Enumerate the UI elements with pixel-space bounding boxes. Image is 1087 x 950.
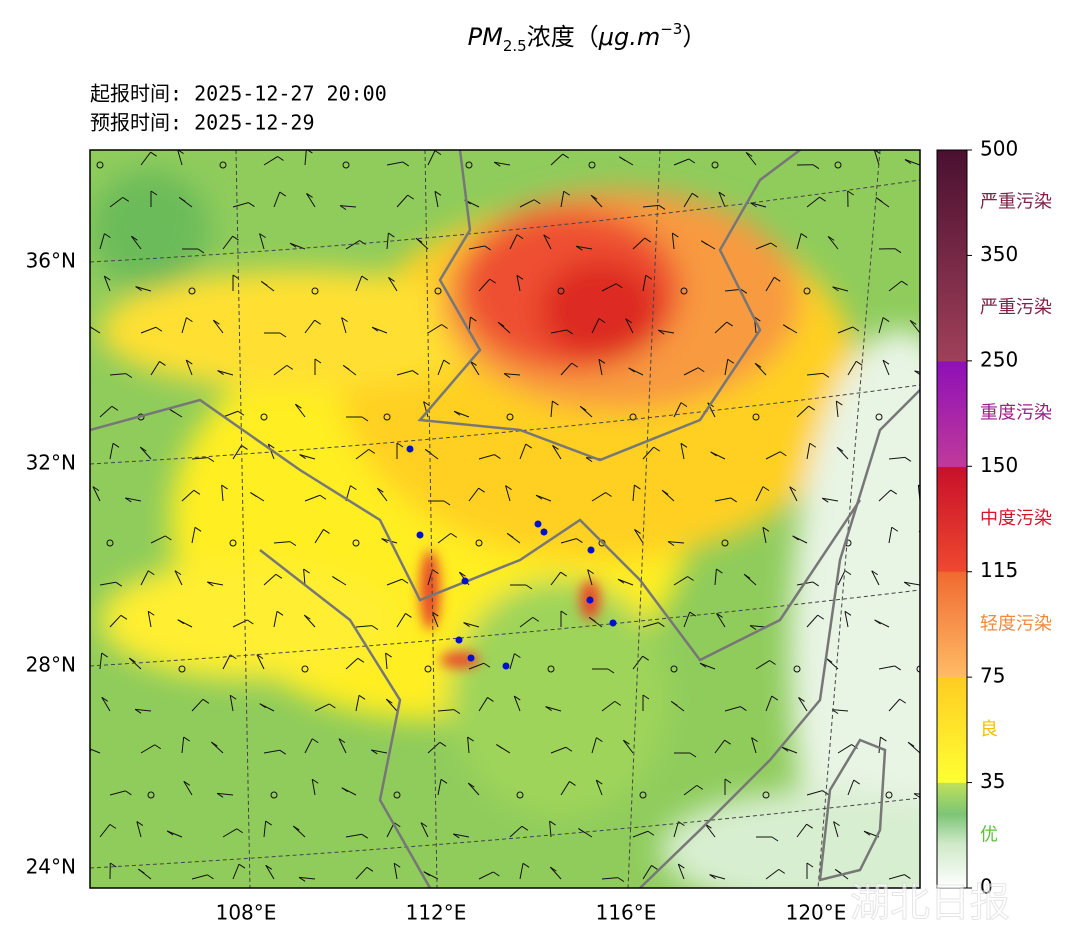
level-label: 轻度污染: [980, 613, 1052, 634]
lon-label: 108°E: [216, 901, 277, 925]
colorbar-tick-label: 75: [980, 664, 1005, 688]
lon-label: 116°E: [596, 901, 657, 925]
calm-marker: [927, 288, 933, 294]
colorbar-tick-label: 115: [980, 558, 1018, 582]
wind-barb: [927, 695, 933, 699]
wind-barb: [920, 236, 929, 249]
info-line: 预报时间: 2025-12-29: [90, 111, 315, 135]
wind-barb: [930, 864, 936, 879]
level-label: 严重污染: [980, 297, 1052, 318]
wind-barb: [920, 829, 934, 837]
lat-label: 24°N: [26, 855, 76, 879]
colorbar-tick-label: 500: [980, 137, 1018, 161]
level-label: 中度污染: [980, 508, 1052, 529]
title-unit: μg.m: [598, 23, 661, 51]
lon-label: 120°E: [786, 901, 847, 925]
title-base: PM: [468, 23, 503, 51]
title-sup: −3: [660, 20, 682, 38]
title-sub: 2.5: [503, 37, 527, 55]
colorbar: [937, 150, 967, 888]
level-label: 严重污染: [980, 192, 1052, 213]
colorbar-ticks: 50035025015011575350严重污染严重污染重度污染中度污染轻度污染…: [967, 137, 1052, 899]
watermark: 湖北日报: [850, 880, 1010, 926]
colorbar-tick-label: 150: [980, 453, 1018, 477]
wind-barb: [927, 695, 930, 711]
lon-label: 112°E: [406, 901, 467, 925]
colorbar-tick-label: 35: [980, 769, 1005, 793]
lat-label: 36°N: [26, 249, 76, 273]
title-text: 浓度（: [527, 23, 599, 51]
map-field: [85, 149, 1010, 946]
colorbar-tick-label: 350: [980, 242, 1018, 266]
wind-barb: [920, 411, 935, 417]
lat-label: 32°N: [26, 451, 76, 475]
title: PM2.5浓度（μg.m−3）: [468, 20, 707, 55]
info-line: 起报时间: 2025-12-27 20:00: [90, 82, 387, 106]
colorbar-tick-label: 250: [980, 347, 1018, 371]
wind-barb: [929, 236, 935, 240]
level-label: 优: [980, 824, 998, 845]
level-label: 重度污染: [980, 403, 1052, 424]
level-label: 良: [980, 719, 998, 740]
lat-label: 28°N: [26, 653, 76, 677]
title-end: ）: [682, 23, 706, 51]
